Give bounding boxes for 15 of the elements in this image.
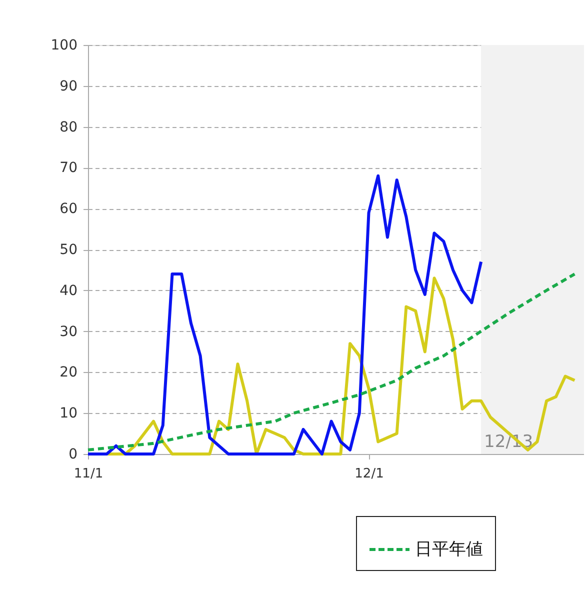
y-tick-label: 50: [60, 242, 78, 258]
y-tick-label: 20: [60, 364, 78, 381]
y-tick-label: 10: [60, 406, 78, 422]
y-tick-label: 100: [50, 38, 78, 54]
y-tick-label: 80: [60, 119, 78, 136]
y-tick-label: 40: [60, 282, 78, 299]
line-series: [86, 174, 483, 456]
y-tick-label: 70: [60, 160, 78, 176]
legend-label: 日平年値: [415, 540, 483, 560]
x-tick-label: 11/1: [74, 466, 104, 482]
x-tick-label: 12/1: [354, 466, 384, 482]
y-tick-label: 0: [68, 446, 78, 462]
y-tick-label: 30: [60, 324, 78, 340]
y-tick-label: 90: [60, 78, 78, 94]
y-tick-label: 60: [60, 201, 78, 218]
